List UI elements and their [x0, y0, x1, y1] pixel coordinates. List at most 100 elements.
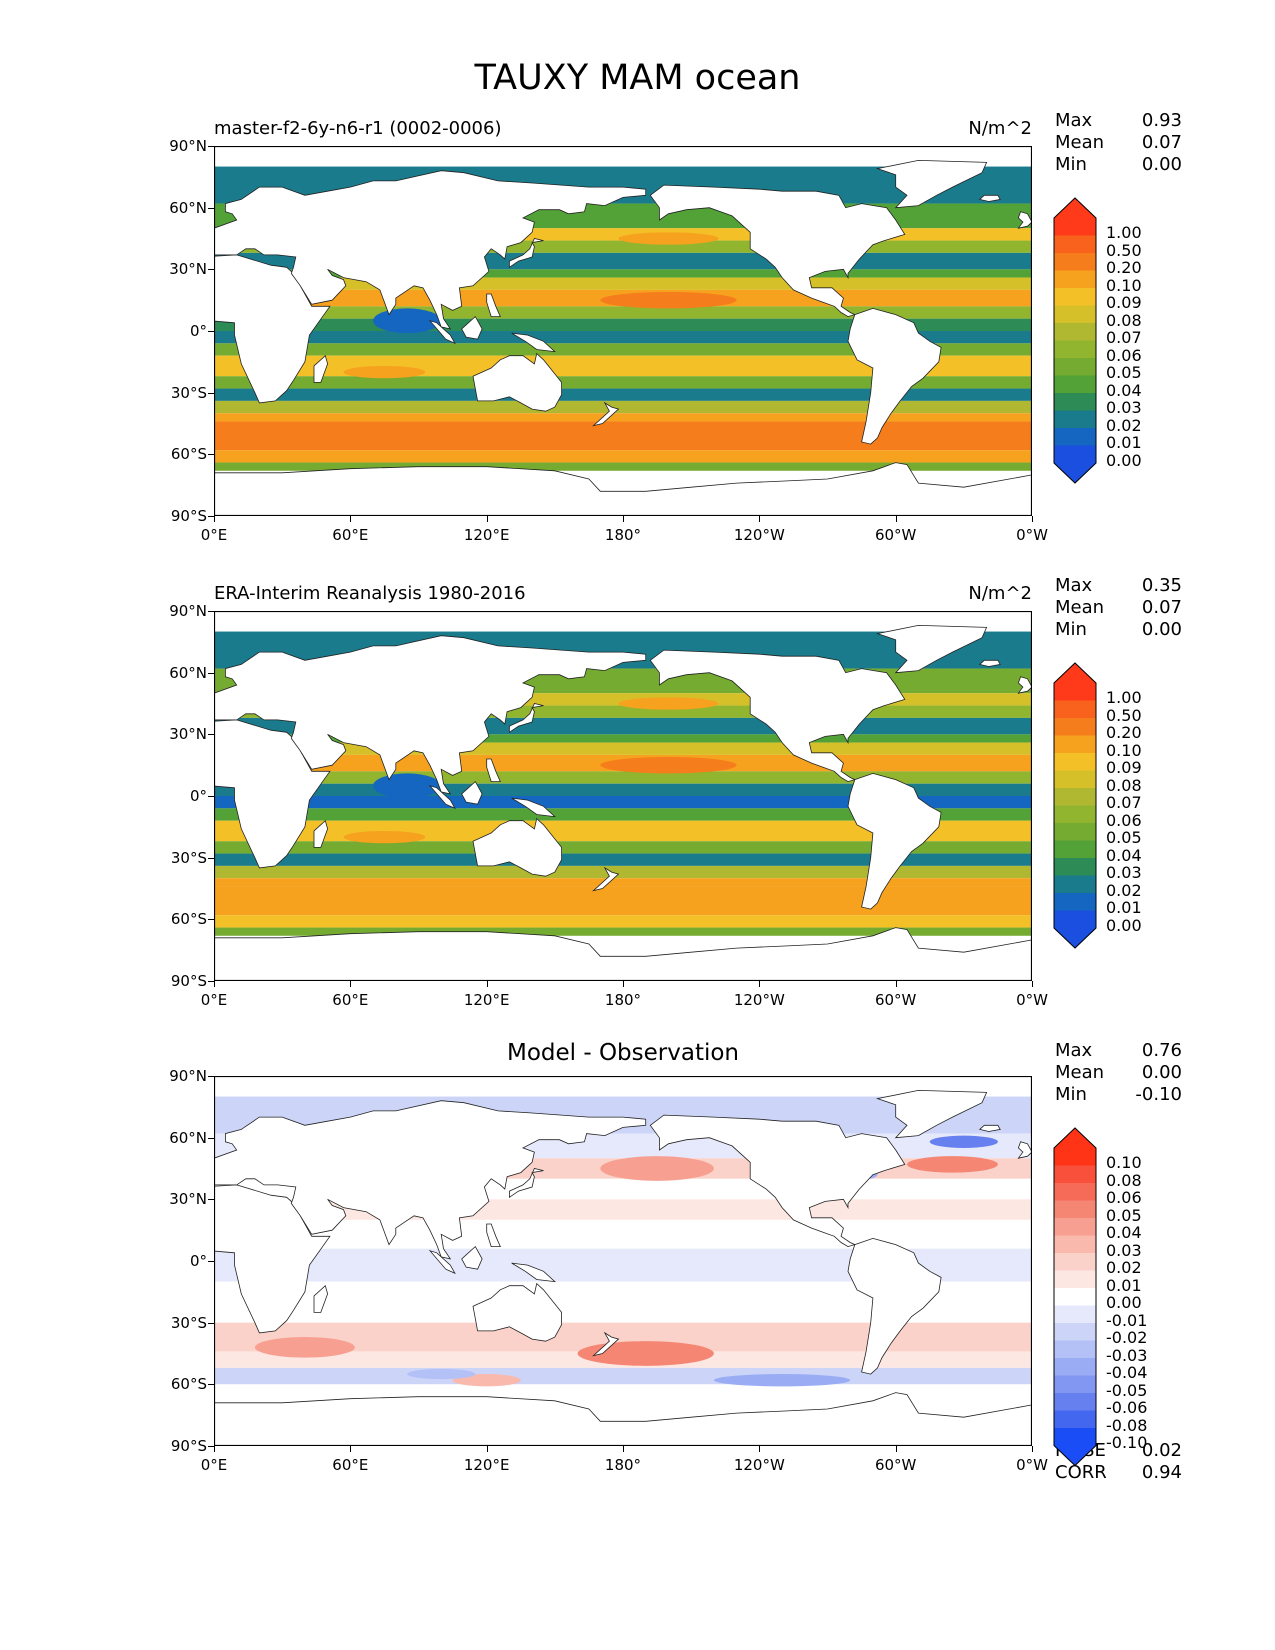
- x-tick-label: 60°W: [874, 526, 917, 544]
- colorbar-level: 0.05: [1106, 828, 1142, 847]
- ocean-band: [214, 400, 1032, 414]
- land-iceland: [978, 659, 1001, 667]
- ocean-band: [214, 462, 1032, 471]
- colorbar-swatch: [1054, 1218, 1096, 1236]
- colorbar-level: -0.08: [1106, 1415, 1148, 1435]
- colorbar-level: 0.07: [1106, 328, 1142, 347]
- map-frame: [214, 146, 1032, 516]
- anomaly-region: [907, 1156, 998, 1173]
- colorbar-swatch: [1054, 323, 1096, 341]
- colorbar-level: 0.50: [1106, 240, 1142, 260]
- colorbar-swatch: [1054, 235, 1096, 254]
- colorbar-swatch: [1054, 770, 1096, 789]
- land-uk: [1017, 676, 1032, 694]
- stat-value: 0.00: [1141, 619, 1182, 640]
- x-tick-mark: [759, 516, 761, 522]
- colorbar-swatch: [1054, 893, 1096, 911]
- land-greenland: [875, 159, 988, 209]
- colorbar-swatch: [1054, 1235, 1096, 1254]
- field-stats: Max 0.76 Mean 0.00 Min -0.10: [1055, 1040, 1182, 1106]
- x-tick-mark: [1032, 981, 1033, 987]
- panel-title: ERA-Interim Reanalysis 1980-2016: [214, 583, 526, 604]
- colorbar-swatch: [1054, 718, 1096, 736]
- colorbar-level: 0.03: [1106, 863, 1142, 882]
- land-antarctica: [214, 1392, 1032, 1446]
- y-tick-mark: [208, 1076, 214, 1077]
- x-tick-label: 180°: [604, 1456, 642, 1474]
- field-stats: Max 0.93 Mean 0.07 Min 0.00: [1055, 110, 1182, 176]
- colorbar-level: 0.01: [1106, 433, 1142, 452]
- panel-title: Model - Observation: [506, 1040, 740, 1066]
- ocean-band: [214, 886, 1032, 916]
- y-tick-mark: [208, 672, 214, 674]
- colorbar-extend-max: [1054, 663, 1096, 683]
- y-tick-mark: [208, 1261, 214, 1262]
- y-tick-mark: [208, 734, 214, 736]
- map-plot: [214, 611, 1032, 981]
- colorbar-swatch: [1054, 1340, 1096, 1359]
- x-tick-label: 120°W: [733, 526, 785, 544]
- land-iceland: [978, 1124, 1001, 1132]
- x-tick-label: 60°E: [332, 991, 369, 1009]
- ocean-band: [214, 853, 1032, 866]
- colorbar-level: -0.03: [1106, 1345, 1148, 1365]
- y-tick-mark: [208, 1322, 214, 1324]
- colorbar-level: 0.05: [1106, 1205, 1142, 1225]
- corr-value: 0.94: [1141, 1462, 1182, 1483]
- ocean-band: [214, 331, 1032, 344]
- x-tick-mark: [623, 516, 624, 522]
- colorbar-level: 0.00: [1106, 450, 1142, 470]
- stat-label: Min: [1055, 154, 1087, 175]
- stat-label: Max: [1055, 575, 1093, 596]
- y-tick-label: 60°N: [169, 1128, 207, 1147]
- land-japan: [508, 703, 544, 734]
- colorbar-extend-min: [1054, 463, 1096, 483]
- anomaly-region: [713, 1374, 851, 1387]
- map-plot: [214, 146, 1032, 516]
- units-label: N/m^2: [968, 583, 1032, 604]
- ocean-band: [214, 841, 1032, 854]
- ocean-band: [214, 1219, 1032, 1249]
- land-borneo: [461, 1245, 483, 1270]
- colorbar-swatch: [1054, 1288, 1096, 1306]
- land-nz: [592, 866, 620, 892]
- y-tick-label: 30°N: [169, 1190, 207, 1209]
- figure-title: TAUXY MAM ocean: [474, 58, 801, 98]
- colorbar-swatch: [1054, 340, 1096, 359]
- colorbar-level: 0.04: [1106, 845, 1142, 865]
- colorbar-swatch: [1054, 1323, 1096, 1341]
- ocean-band: [214, 450, 1032, 463]
- colorbar-outline: [1053, 197, 1097, 484]
- colorbar-extend-min: [1054, 1445, 1096, 1466]
- colorbar-level: 0.05: [1106, 363, 1142, 382]
- x-tick-label: 0°W: [1016, 991, 1048, 1009]
- land-philippines: [486, 293, 501, 318]
- x-tick-mark: [350, 1446, 352, 1452]
- land-africa: [214, 719, 331, 869]
- colorbar-swatch: [1054, 375, 1096, 394]
- x-tick-label: 120°E: [463, 526, 510, 544]
- ocean-band: [214, 796, 1032, 809]
- colorbar-level: 0.01: [1106, 898, 1142, 917]
- ocean-cell: [343, 365, 426, 379]
- colorbar-outline: [1053, 662, 1097, 949]
- colorbar-level: -0.01: [1106, 1310, 1148, 1330]
- land-antarctica: [214, 927, 1032, 981]
- colorbar-swatch: [1054, 218, 1096, 236]
- map-svg: [214, 611, 1032, 981]
- land-namerica: [649, 649, 906, 783]
- colorbar-swatch: [1054, 253, 1096, 271]
- y-tick-label: 90°S: [170, 1437, 207, 1455]
- y-tick-mark: [208, 981, 214, 982]
- colorbar-level: 0.20: [1106, 723, 1142, 742]
- ocean-band: [214, 1367, 1032, 1385]
- anomaly-region: [577, 1341, 714, 1366]
- land-borneo: [461, 315, 483, 340]
- land-philippines: [486, 1223, 501, 1248]
- colorbar-extend-max: [1054, 1128, 1096, 1148]
- x-tick-mark: [759, 981, 761, 987]
- stat-label: Min: [1055, 619, 1087, 640]
- land-uk: [1017, 211, 1032, 229]
- colorbar-level: 0.00: [1106, 915, 1142, 935]
